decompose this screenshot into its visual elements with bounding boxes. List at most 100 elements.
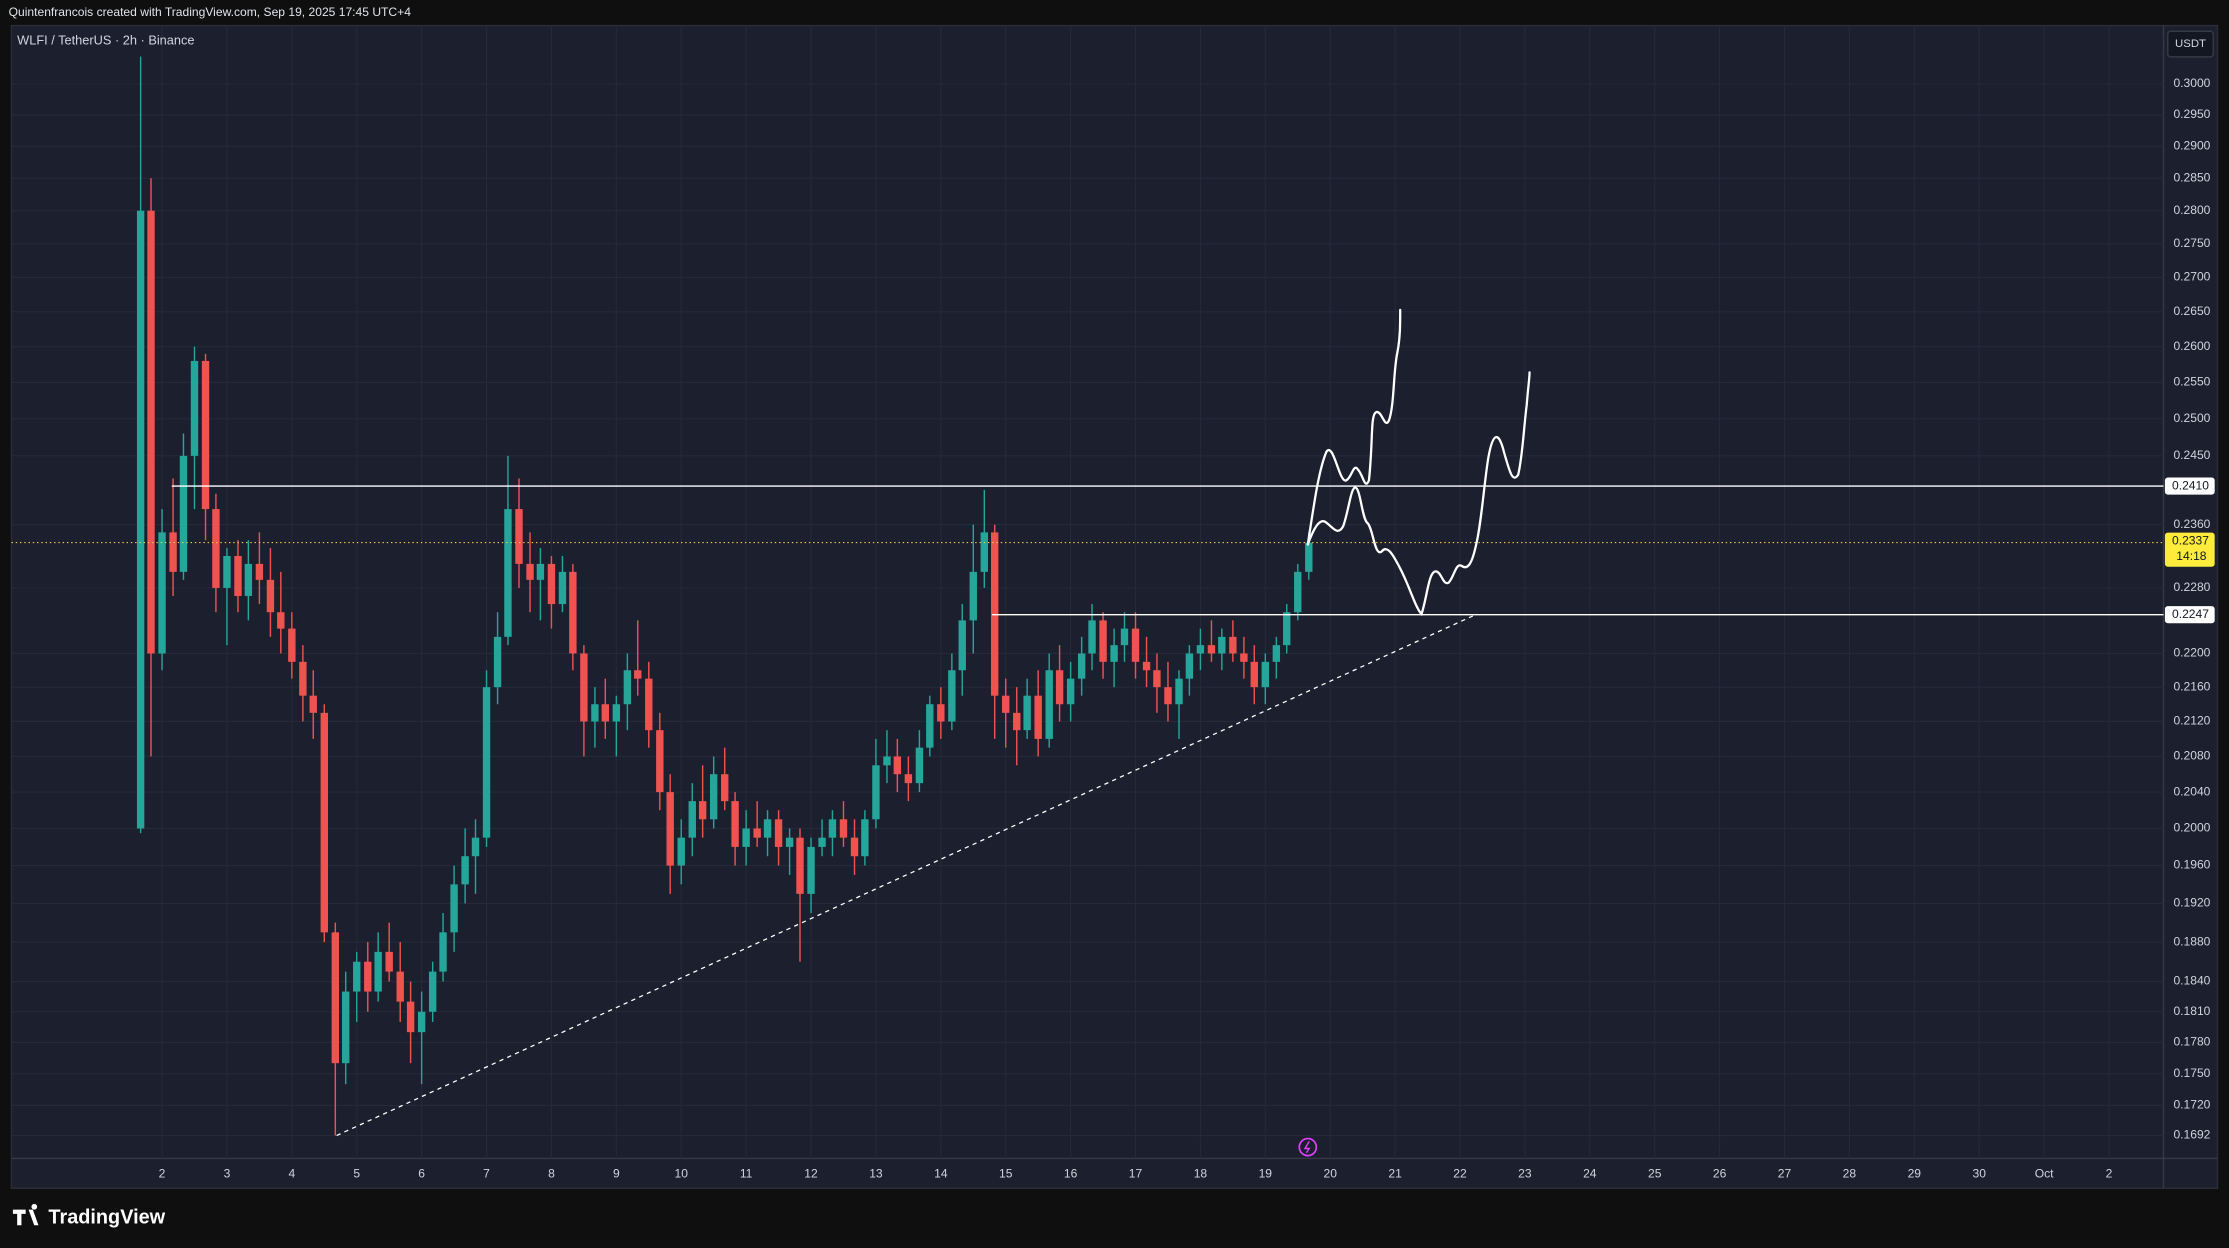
y-tick-label: 0.3000 (2173, 76, 2210, 90)
candle-body (1099, 620, 1107, 662)
candle-body (839, 819, 848, 838)
candle-body (493, 636, 502, 688)
candle-body (1207, 645, 1216, 654)
candle-body (158, 532, 166, 654)
projection-path (1306, 308, 1402, 546)
y-tick-label: 0.2850 (2173, 170, 2210, 184)
candle-body (969, 571, 977, 621)
x-tick-label: 7 (483, 1166, 490, 1180)
candle-body (774, 819, 783, 847)
y-tick-label: 0.2750 (2173, 236, 2210, 250)
x-tick-label: 17 (1129, 1166, 1143, 1180)
candle-body (234, 555, 242, 596)
y-tick-label: 0.1692 (2173, 1128, 2210, 1142)
y-tick-label: 0.2200 (2173, 646, 2210, 660)
y-tick-label: 0.2700 (2173, 270, 2210, 284)
candle-body (1261, 661, 1270, 688)
y-tick-label: 0.1720 (2173, 1098, 2210, 1112)
x-tick-label: 30 (1972, 1166, 1986, 1180)
candle-body (536, 563, 545, 580)
y-tick-label: 0.2040 (2173, 784, 2210, 798)
candle-body (818, 837, 826, 847)
candle-body (601, 704, 609, 722)
candle-body (471, 837, 480, 857)
candle-body (580, 653, 588, 722)
candle-body (266, 579, 275, 613)
candle-body (190, 360, 199, 456)
candle-body (1077, 653, 1086, 679)
last-price-label: 0.2337 (2172, 533, 2209, 547)
event-icon-bolt (1303, 1141, 1311, 1154)
y-tick-label: 0.1880 (2173, 934, 2210, 948)
y-tick-label: 0.1810 (2173, 1004, 2210, 1018)
candle-body (1164, 687, 1172, 705)
candle-body (299, 661, 307, 696)
x-tick-label: 8 (548, 1166, 555, 1180)
price-label-box (2164, 606, 2215, 624)
y-tick-label: 0.1780 (2173, 1035, 2210, 1049)
x-tick-label: 4 (288, 1166, 295, 1180)
candle-body (331, 932, 340, 1064)
x-tick-label: 27 (1778, 1166, 1792, 1180)
countdown-label: 14:18 (2176, 549, 2207, 563)
trend-line (336, 614, 1476, 1137)
x-tick-label: 29 (1908, 1166, 1922, 1180)
candle-body (374, 951, 382, 992)
candle-body (1131, 628, 1140, 662)
x-tick-label: 9 (613, 1166, 620, 1180)
candle-body (353, 961, 361, 992)
x-tick-label: 6 (418, 1166, 425, 1180)
candle-body (1066, 678, 1075, 705)
candle-body (223, 555, 231, 588)
candle-body (1185, 653, 1194, 679)
y-tick-label: 0.2500 (2173, 411, 2210, 425)
x-tick-label: 22 (1453, 1166, 1467, 1180)
labels: 0.3000 0.2950 0.2900 0.2850 0.2800 0.2750 0.27… (159, 76, 2215, 1180)
x-tick-label: 5 (353, 1166, 360, 1180)
x-tick-label: 20 (1323, 1166, 1337, 1180)
candle-body (796, 837, 804, 894)
y-tick-label: 0.2080 (2173, 749, 2210, 763)
x-tick-label: 3 (224, 1166, 231, 1180)
candle-body (742, 828, 750, 847)
x-tick-label: 2 (2106, 1166, 2113, 1180)
candle-body (136, 210, 145, 829)
candle-body (1218, 636, 1226, 654)
candle-body (861, 819, 869, 857)
candle-body (288, 628, 296, 662)
candle-body (634, 670, 642, 679)
candle-body (656, 730, 664, 793)
currency: USDT (2175, 38, 2206, 50)
candle-body (277, 612, 285, 629)
candle-body (1305, 542, 1313, 572)
candle-body (915, 747, 924, 784)
currency-box (2167, 30, 2214, 58)
drawings (1298, 308, 1531, 1157)
candle-body (1283, 612, 1291, 646)
y-tick-label: 0.2950 (2173, 107, 2210, 121)
candle-body (428, 971, 437, 1012)
candle-body (1294, 571, 1302, 613)
candle-body (688, 801, 696, 838)
candle-body (417, 1011, 426, 1033)
candle-body (504, 509, 512, 637)
y-tick-label: 0.2800 (2173, 203, 2210, 217)
candle-body (731, 801, 739, 847)
x-tick-label: 28 (1843, 1166, 1857, 1180)
candle-body (1002, 695, 1010, 713)
x-tick-label: 13 (869, 1166, 883, 1180)
y-tick-label: 0.1840 (2173, 974, 2210, 988)
y-tick-label: 0.2650 (2173, 304, 2210, 318)
x-tick-label: 26 (1713, 1166, 1727, 1180)
event-icon (1298, 1137, 1318, 1157)
candle-body (698, 801, 707, 820)
projection-path (1306, 371, 1531, 617)
candle-body (482, 687, 491, 838)
candle-body (320, 712, 328, 933)
candle-body (547, 563, 556, 605)
candle-body (364, 961, 372, 992)
candle-body (1013, 712, 1021, 731)
y-tick-label: 0.2120 (2173, 714, 2210, 728)
y-tick-label: 0.2160 (2173, 679, 2210, 693)
y-tick-label: 0.2000 (2173, 821, 2210, 835)
